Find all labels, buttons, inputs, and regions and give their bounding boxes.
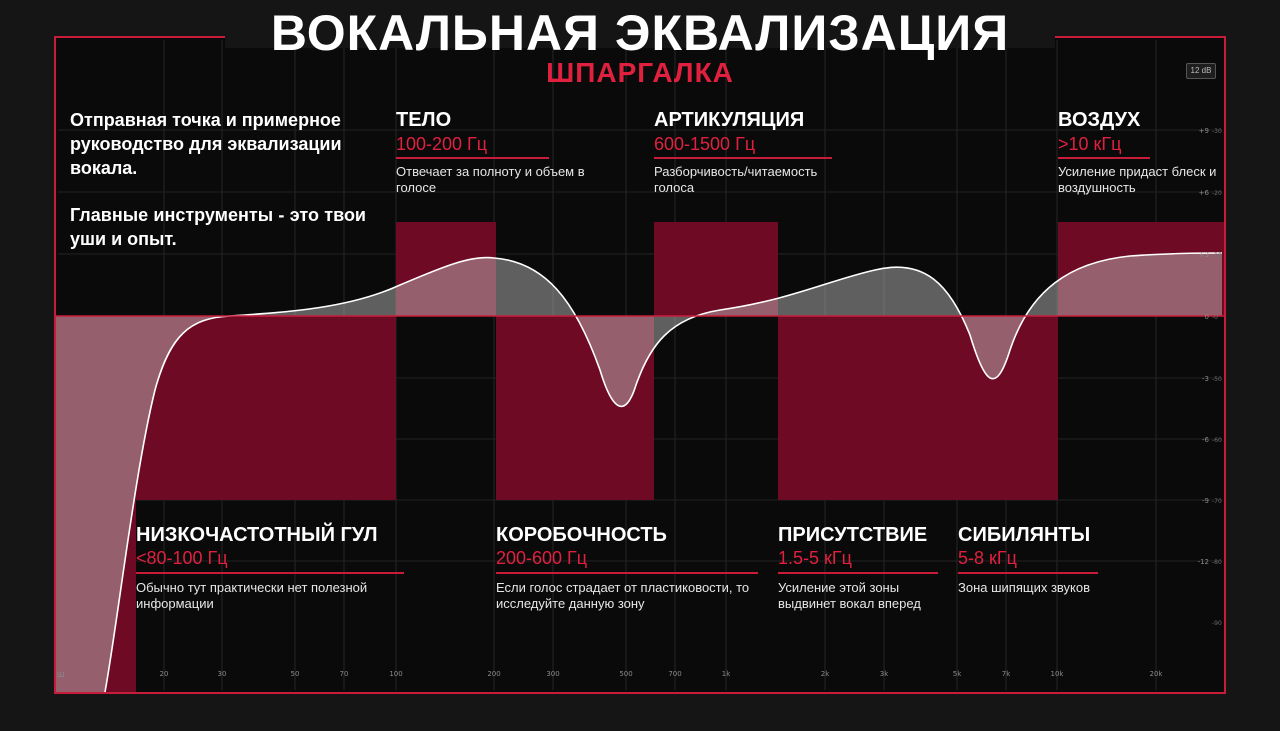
- freq-tick-label: 10k: [1051, 670, 1065, 678]
- zone-air-name: ВОЗДУХ: [1058, 109, 1141, 131]
- zone-rumble-box: [56, 316, 396, 500]
- zone-body-desc: Отвечает за полноту и объем в голосе: [396, 164, 585, 195]
- freq-tick-label: 200: [487, 670, 500, 678]
- freq-tick-label: 2k: [821, 670, 830, 678]
- meter-tick-label: -20: [1212, 190, 1222, 197]
- meter-tick-label: -50: [1212, 376, 1222, 383]
- zone-rumble-name: НИЗКОЧАСТОТНЫЙ ГУЛ: [136, 524, 378, 546]
- gain-tick-label: +9: [1199, 127, 1209, 135]
- zone-presence-underline: [778, 572, 938, 574]
- gain-tick-label: 0: [1205, 313, 1209, 321]
- meter-tick-label: -60: [1212, 437, 1222, 444]
- zone-body-name: ТЕЛО: [396, 109, 452, 131]
- meter-tick-label: -90: [1212, 620, 1222, 627]
- zone-presence-desc: Усиление этой зоны выдвинет вокал вперед: [778, 580, 921, 611]
- gain-tick-label: -3: [1202, 375, 1209, 383]
- freq-tick-label: 50: [291, 670, 300, 678]
- gain-tick-label: +6: [1199, 189, 1210, 197]
- zone-sibilance-range: 5-8 кГц: [958, 548, 1017, 568]
- zone-articulation-underline: [654, 157, 832, 159]
- zone-articulation-name: АРТИКУЛЯЦИЯ: [654, 109, 805, 131]
- zone-boxiness-desc: Если голос страдает от пластиковости, то…: [496, 580, 750, 611]
- freq-tick-label: 700: [668, 670, 681, 678]
- intro-text: Отправная точка и примерное руководство …: [70, 110, 342, 178]
- freq-tick-label: 20k: [1150, 670, 1164, 678]
- zone-sibilance-desc: Зона шипящих звуков: [958, 580, 1090, 595]
- freq-tick-label: 500: [619, 670, 632, 678]
- freq-tick-label: 7k: [1002, 670, 1011, 678]
- freq-tick-label: 5k: [953, 670, 962, 678]
- meter-tick-label: -10: [1212, 252, 1222, 259]
- freq-tick-label: 30: [218, 670, 227, 678]
- freq-tick-label: 1k: [722, 670, 731, 678]
- meter-tick-label: -0: [1212, 314, 1218, 321]
- meter-tick-label: -70: [1212, 498, 1222, 505]
- corner-label: Ш: [57, 671, 65, 679]
- gain-tick-label: +3: [1199, 251, 1209, 259]
- zone-articulation-range: 600-1500 Гц: [654, 134, 756, 154]
- meter-tick-label: -30: [1212, 128, 1222, 135]
- zone-presence-name: ПРИСУТСТВИЕ: [778, 524, 928, 546]
- zone-rumble-range: <80-100 Гц: [136, 548, 228, 568]
- zone-boxiness-box: [496, 316, 654, 500]
- zone-body-underline: [396, 157, 549, 159]
- freq-tick-label: 70: [340, 670, 349, 678]
- range-badge[interactable]: 12 dB: [1186, 63, 1216, 79]
- zone-boxiness-underline: [496, 572, 758, 574]
- gain-axis: +9 +6 +3 0 -3 -6 -9 -12 -30 -20 -10 -0 -50 -60 -70 -80 -…: [1198, 127, 1222, 627]
- gain-tick-label: -6: [1202, 436, 1210, 444]
- zone-air-range: >10 кГц: [1058, 134, 1122, 154]
- page-subtitle: ШПАРГАЛКА: [546, 57, 734, 88]
- frequency-axis: 20 30 50 70 100 200 300 500 700 1k 2k 3k 5k 7k 10k 20k: [160, 670, 1164, 678]
- zone-rumble-underline: [136, 572, 404, 574]
- zone-presence-range: 1.5-5 кГц: [778, 548, 852, 568]
- zone-articulation-desc: Разборчивость/читаемость голоса: [654, 164, 818, 195]
- zone-articulation-box: [654, 222, 778, 316]
- freq-tick-label: 100: [389, 670, 402, 678]
- zone-sibilance-name: СИБИЛЯНТЫ: [958, 524, 1091, 546]
- zone-rumble-low-box: [56, 500, 136, 692]
- zone-presence-box: [778, 316, 958, 500]
- meter-tick-label: -80: [1212, 559, 1222, 566]
- freq-tick-label: 300: [546, 670, 559, 678]
- zone-body-range: 100-200 Гц: [396, 134, 488, 154]
- eq-curve[interactable]: [104, 252, 1223, 692]
- zone-boxiness-range: 200-600 Гц: [496, 548, 588, 568]
- zone-boxiness-name: КОРОБОЧНОСТЬ: [496, 524, 667, 546]
- gain-tick-label: -9: [1202, 497, 1209, 505]
- eq-curve-fill: [56, 253, 1222, 692]
- zone-rumble-desc: Обычно тут практически нет полезной инфо…: [136, 580, 368, 611]
- title-mask: [225, 28, 1055, 48]
- zone-body-box: [396, 222, 496, 316]
- zone-air-box: [1058, 222, 1224, 316]
- zone-sibilance-box: [958, 316, 1058, 500]
- gain-tick-label: -12: [1198, 558, 1209, 566]
- intro-note: Главные инструменты - это твои уши и опы…: [70, 205, 366, 249]
- zone-sibilance-underline: [958, 572, 1098, 574]
- freq-tick-label: 3k: [880, 670, 889, 678]
- zone-air-underline: [1058, 157, 1150, 159]
- freq-tick-label: 20: [160, 670, 169, 678]
- page-title: ВОКАЛЬНАЯ ЭКВАЛИЗАЦИЯ: [270, 5, 1010, 61]
- zone-air-desc: Усиление придаст блеск и воздушность: [1058, 164, 1217, 195]
